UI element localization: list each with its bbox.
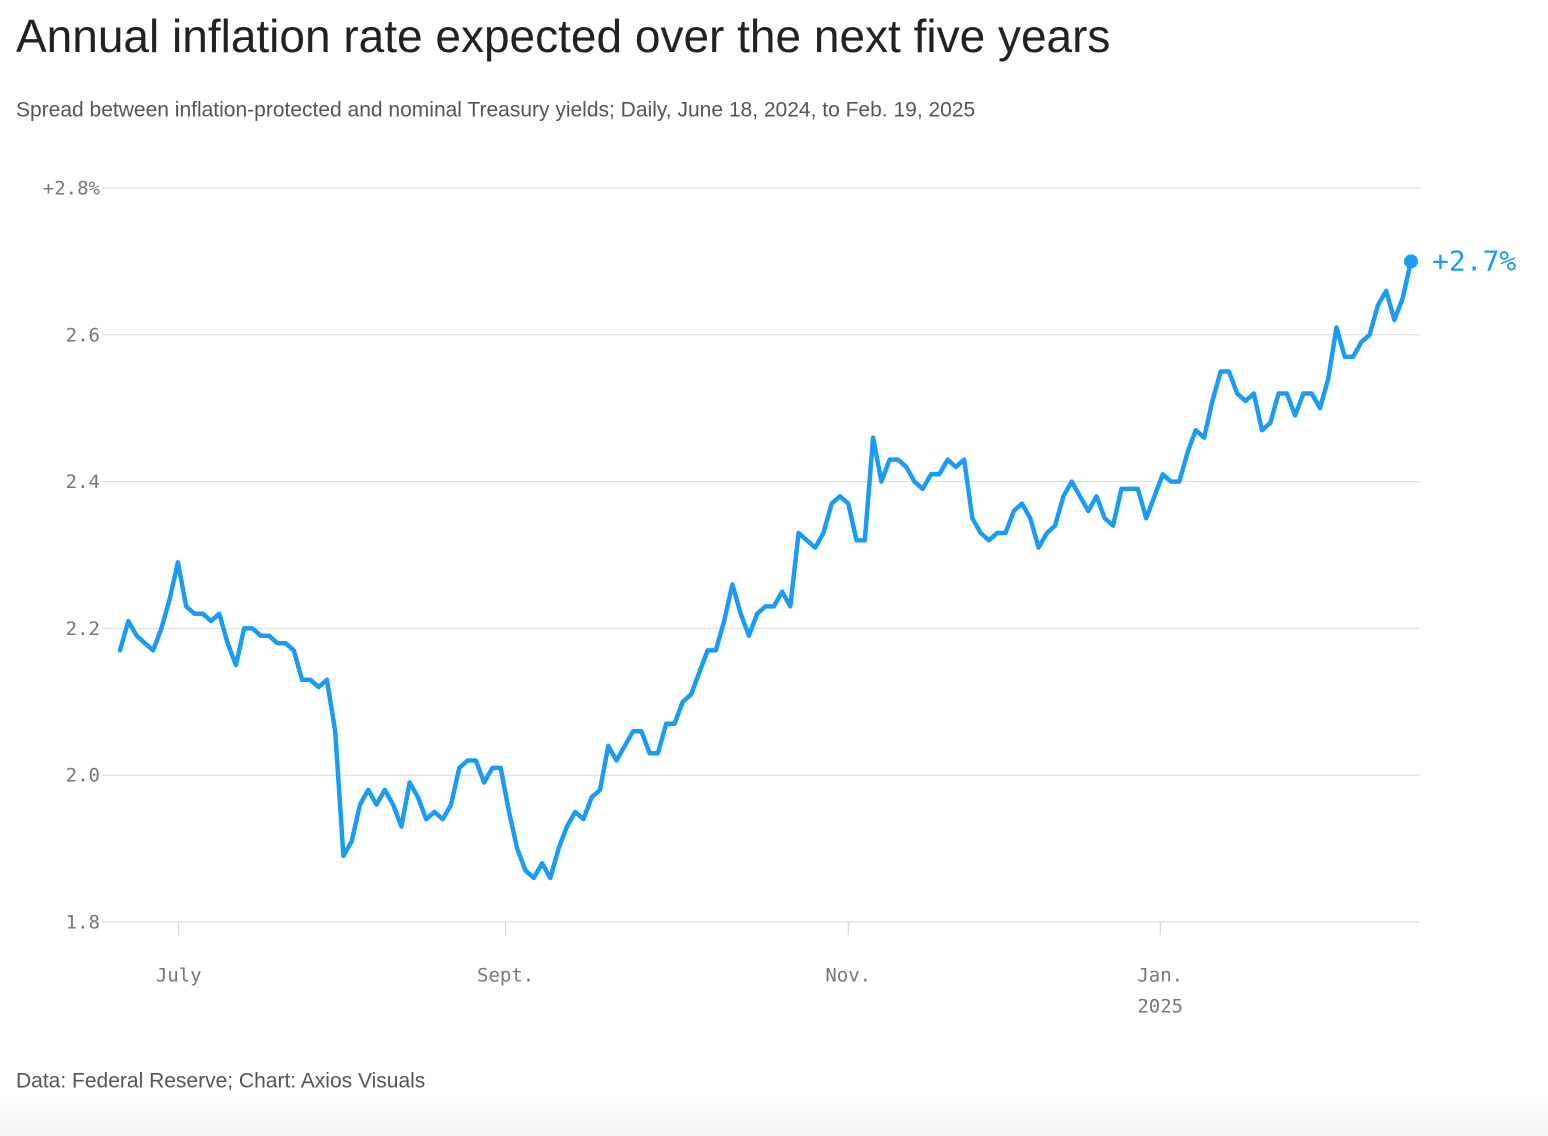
x-tick-label: July [156, 965, 202, 987]
x-tick-label: Jan. [1137, 965, 1183, 987]
chart-subtitle: Spread between inflation-protected and n… [16, 99, 975, 122]
data-line [117, 259, 1414, 881]
x-tick-year: 2025 [1137, 996, 1183, 1018]
y-tick-label: 2.2 [66, 618, 100, 640]
y-tick-label: 2.0 [66, 765, 100, 787]
source-note: Data: Federal Reserve; Chart: Axios Visu… [16, 1070, 425, 1093]
end-label: +2.7% [1432, 244, 1516, 277]
y-tick-label: 2.4 [66, 471, 100, 493]
end-point [1404, 254, 1418, 269]
footer-band [0, 1095, 1548, 1136]
chart-title: Annual inflation rate expected over the … [16, 10, 1110, 62]
x-tick-label: Nov. [825, 965, 871, 987]
y-tick-label: +2.8% [43, 178, 101, 200]
x-tick-label: Sept. [477, 965, 534, 987]
y-tick-label: 2.6 [66, 324, 100, 346]
y-tick-label: 1.8 [66, 912, 100, 934]
